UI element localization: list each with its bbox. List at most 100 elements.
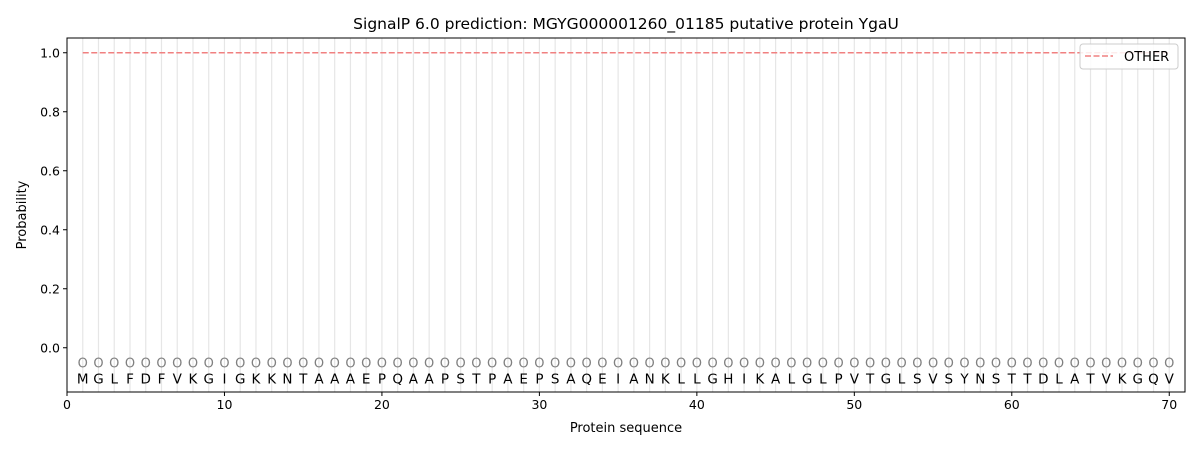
sequence-labels: OMOGOLOFODOFOVOKOGOIOGOKOKONOTOAOAOAOEOP…: [77, 357, 1175, 388]
residue-label: H: [723, 371, 733, 387]
residue-label: F: [126, 371, 134, 387]
residue-label: V: [928, 371, 938, 387]
residue-label: L: [677, 371, 685, 387]
predicted-label: O: [519, 357, 529, 372]
residue-label: T: [1085, 371, 1095, 387]
predicted-label: O: [849, 357, 859, 372]
predicted-label: O: [975, 357, 985, 372]
x-axis-ticks: 0 10 20 30 40 50 60 70: [63, 392, 1177, 412]
predicted-label: O: [676, 357, 686, 372]
y-tick-label: 0.2: [40, 281, 60, 296]
predicted-label: O: [267, 357, 277, 372]
residue-label: I: [742, 371, 746, 387]
residue-label: Q: [1148, 371, 1159, 387]
x-tick-label: 40: [689, 397, 705, 412]
predicted-label: O: [408, 357, 418, 372]
residue-label: A: [425, 371, 435, 387]
predicted-label: O: [1117, 357, 1127, 372]
residue-label: K: [1118, 371, 1128, 387]
predicted-label: O: [613, 357, 623, 372]
predicted-label: O: [1022, 357, 1032, 372]
predicted-label: O: [1148, 357, 1158, 372]
y-tick-label: 1.0: [40, 45, 60, 60]
residue-label: S: [945, 371, 954, 387]
predicted-label: O: [235, 357, 245, 372]
predicted-label: O: [928, 357, 938, 372]
x-tick-label: 60: [1004, 397, 1020, 412]
predicted-label: O: [377, 357, 387, 372]
residue-label: K: [252, 371, 262, 387]
y-tick-label: 0.0: [40, 340, 60, 355]
residue-label: A: [346, 371, 356, 387]
predicted-label: O: [707, 357, 717, 372]
residue-label: S: [551, 371, 560, 387]
residue-label: A: [330, 371, 340, 387]
residue-label: L: [788, 371, 796, 387]
predicted-label: O: [991, 357, 1001, 372]
residue-label: K: [755, 371, 765, 387]
predicted-label: O: [896, 357, 906, 372]
predicted-label: O: [345, 357, 355, 372]
residue-label: P: [834, 371, 842, 387]
predicted-label: O: [597, 357, 607, 372]
residue-label: Y: [959, 371, 969, 387]
residue-label: P: [441, 371, 449, 387]
predicted-label: O: [1133, 357, 1143, 372]
predicted-label: O: [471, 357, 481, 372]
residue-label: I: [222, 371, 226, 387]
residue-label: E: [519, 371, 528, 387]
plot-frame: [66, 37, 1186, 393]
x-tick-label: 50: [846, 397, 862, 412]
residue-label: L: [110, 371, 118, 387]
residue-label: V: [850, 371, 860, 387]
position-gridlines: [82, 38, 1170, 392]
residue-label: V: [1165, 371, 1175, 387]
predicted-label: O: [314, 357, 324, 372]
predicted-label: O: [393, 357, 403, 372]
predicted-label: O: [582, 357, 592, 372]
residue-label: V: [1102, 371, 1112, 387]
x-tick-label: 30: [531, 397, 547, 412]
residue-label: N: [282, 371, 292, 387]
residue-label: G: [203, 371, 213, 387]
residue-label: T: [298, 371, 308, 387]
residue-label: A: [771, 371, 781, 387]
predicted-label: O: [802, 357, 812, 372]
predicted-label: O: [959, 357, 969, 372]
predicted-label: O: [770, 357, 780, 372]
predicted-label: O: [645, 357, 655, 372]
predicted-label: O: [550, 357, 560, 372]
residue-label: K: [661, 371, 671, 387]
predicted-label: O: [1164, 357, 1174, 372]
residue-label: K: [189, 371, 199, 387]
predicted-label: O: [1101, 357, 1111, 372]
residue-label: K: [267, 371, 277, 387]
predicted-label: O: [330, 357, 340, 372]
residue-label: S: [992, 371, 1001, 387]
residue-label: Q: [392, 371, 403, 387]
x-tick-label: 70: [1161, 397, 1177, 412]
x-tick-label: 20: [374, 397, 390, 412]
y-tick-label: 0.6: [40, 163, 60, 178]
residue-label: A: [409, 371, 419, 387]
residue-label: L: [819, 371, 827, 387]
residue-label: N: [975, 371, 985, 387]
residue-label: G: [235, 371, 245, 387]
predicted-label: O: [172, 357, 182, 372]
legend-frame: [1079, 43, 1179, 70]
predicted-label: O: [424, 357, 434, 372]
predicted-label: O: [456, 357, 466, 372]
residue-label: P: [488, 371, 496, 387]
residue-label: T: [1007, 371, 1017, 387]
predicted-label: O: [944, 357, 954, 372]
residue-label: F: [158, 371, 166, 387]
residue-label: L: [1055, 371, 1063, 387]
residue-label: S: [913, 371, 922, 387]
residue-label: V: [173, 371, 183, 387]
residue-label: G: [1133, 371, 1143, 387]
residue-label: D: [141, 371, 151, 387]
predicted-label: O: [1007, 357, 1017, 372]
predicted-label: O: [298, 357, 308, 372]
predicted-label: O: [361, 357, 371, 372]
predicted-label: O: [833, 357, 843, 372]
